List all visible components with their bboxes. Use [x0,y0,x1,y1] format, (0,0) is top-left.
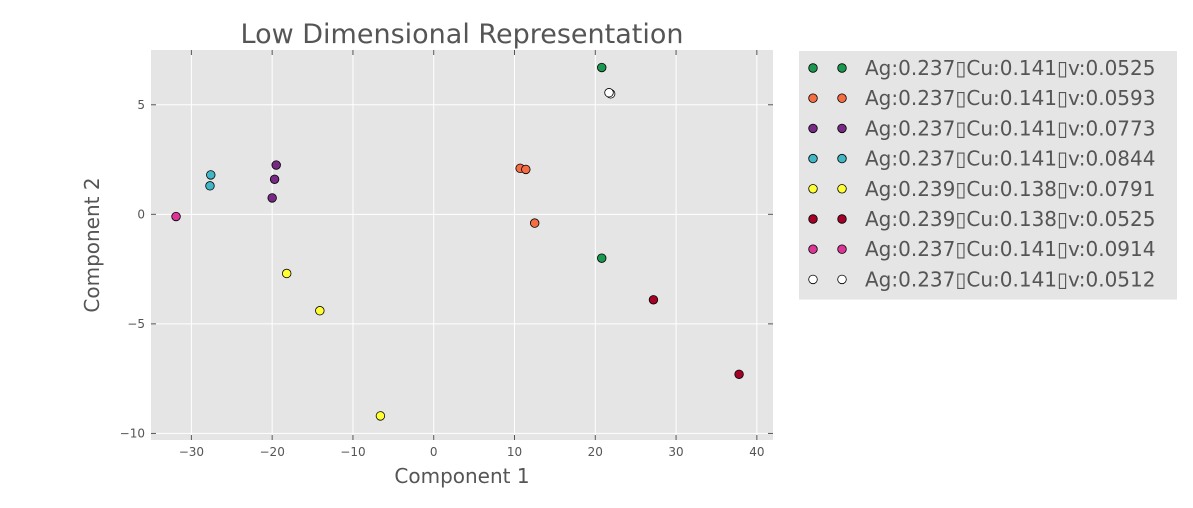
legend-label: Ag:0.237▯Cu:0.141▯v:0.0844 [865,147,1155,171]
y-axis-label: Component 2 [80,177,104,312]
data-point [597,253,607,263]
plot-area [151,50,773,440]
data-point [282,268,292,279]
data-point [205,181,215,191]
legend-label: Ag:0.237▯Cu:0.141▯v:0.0914 [865,237,1155,261]
legend-box [799,51,1177,300]
x-tick-label: 0 [430,445,438,459]
legend-marker [837,123,847,134]
data-point [597,62,607,73]
legend-marker [837,274,847,285]
legend-marker [808,63,818,73]
y-tick-label: −5 [127,317,145,331]
y-tick-label: 0 [137,207,145,221]
grid-lines [151,50,773,440]
data-point [530,218,540,228]
legend-label: Ag:0.237▯Cu:0.141▯v:0.0512 [865,267,1155,291]
data-point [171,211,181,222]
x-axis-label: Component 1 [394,464,529,488]
legend-marker [808,123,818,134]
legend-label: Ag:0.239▯Cu:0.138▯v:0.0525 [865,207,1155,231]
data-point [267,193,277,203]
data-point [521,164,531,175]
legend-marker [837,184,847,194]
y-tick-labels: −10 −5 0 5 [120,98,145,441]
legend-marker [808,184,818,194]
legend-marker [837,214,847,224]
legend-label: Ag:0.239▯Cu:0.138▯v:0.0791 [865,177,1155,201]
x-tick-label: 30 [668,445,683,459]
y-tick-label: −10 [120,426,145,440]
x-tick-label: 40 [749,445,764,459]
legend-marker [808,93,818,103]
legend-marker [808,214,818,224]
x-tick-label: 10 [507,445,522,459]
x-tick-label: 20 [588,445,603,459]
data-points [171,62,744,421]
y-tick-label: 5 [137,98,145,112]
x-tick-labels: −30 −20 −10 0 10 20 30 40 [179,445,765,459]
data-point [604,88,614,98]
data-point [648,295,659,305]
x-tick-label: −10 [340,445,365,459]
tick-marks [151,50,773,440]
data-point [206,170,216,180]
legend: Ag:0.237▯Cu:0.141▯v:0.0525 Ag:0.237▯Cu:0.… [799,51,1177,300]
data-point [315,306,325,316]
legend-marker [808,244,818,254]
legend-marker [837,244,847,254]
data-point [269,174,280,184]
x-tick-label: −20 [260,445,285,459]
legend-label: Ag:0.237▯Cu:0.141▯v:0.0593 [865,86,1155,110]
legend-marker [837,63,847,73]
legend-marker [837,93,847,103]
legend-label: Ag:0.237▯Cu:0.141▯v:0.0773 [865,116,1155,140]
legend-marker [837,153,847,164]
chart-title: Low Dimensional Representation [241,19,684,50]
legend-marker [808,153,818,164]
data-point [375,411,386,421]
legend-label: Ag:0.237▯Cu:0.141▯v:0.0525 [865,56,1155,80]
data-point [271,160,281,170]
x-tick-label: −30 [179,445,204,459]
data-point [734,369,744,379]
legend-marker [808,274,818,285]
